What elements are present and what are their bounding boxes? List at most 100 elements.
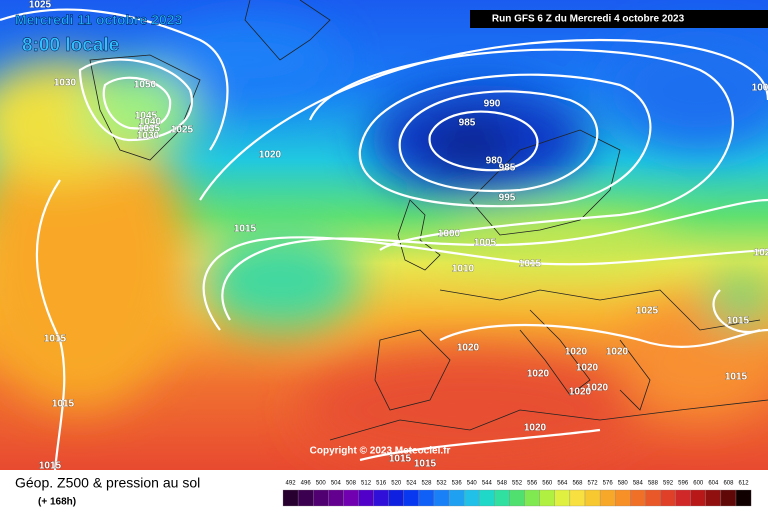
- scale-swatch: [433, 489, 450, 507]
- isobar-label: 1020: [606, 347, 629, 358]
- isobar-label: 995: [499, 193, 516, 204]
- isobar-label: 1050: [134, 80, 157, 91]
- scale-swatch: [554, 489, 571, 507]
- scale-label: 496: [301, 481, 312, 487]
- isobar-label: 1020: [576, 363, 599, 374]
- scale-label: 584: [633, 481, 644, 487]
- scale-label: 608: [723, 481, 734, 487]
- scale-label: 500: [316, 481, 327, 487]
- scale-label: 524: [406, 481, 417, 487]
- scale-label: 508: [346, 481, 357, 487]
- scale-label: 592: [663, 481, 674, 487]
- isobar-label: 1010: [452, 264, 475, 275]
- isobar-label: 1020: [524, 423, 547, 434]
- scale-swatch: [494, 489, 510, 507]
- scale-label: 564: [557, 481, 568, 487]
- scale-label: 544: [482, 481, 493, 487]
- scale-label: 532: [437, 481, 448, 487]
- scale-label: 504: [331, 481, 342, 487]
- field-shading: [0, 20, 768, 470]
- scale-swatch: [690, 489, 706, 507]
- scale-label: 552: [512, 481, 523, 487]
- scale-swatch: [735, 489, 752, 507]
- scale-swatch: [358, 489, 374, 507]
- forecast-date: Mercredi 11 octobre 2023: [15, 12, 183, 28]
- scale-label: 540: [467, 481, 478, 487]
- scale-swatch: [705, 489, 722, 507]
- isobar-label: 1020: [586, 383, 609, 394]
- isobar-label: 1015: [52, 399, 75, 410]
- scale-label: 536: [452, 481, 463, 487]
- isobar-label: 1020: [527, 369, 550, 380]
- isobar-label: 980: [486, 156, 503, 167]
- isobar-label: 1020: [569, 387, 592, 398]
- scale-swatch: [720, 489, 737, 507]
- isobar-label: 1015: [44, 334, 67, 345]
- scale-label: 516: [376, 481, 387, 487]
- run-box: [470, 10, 768, 28]
- scale-swatch: [569, 489, 586, 507]
- isobar-label: 1015: [519, 259, 542, 270]
- scale-swatch: [599, 489, 616, 507]
- scale-label: 520: [391, 481, 402, 487]
- scale-swatch: [388, 489, 404, 507]
- isobar-label: 1025: [29, 0, 52, 11]
- isobar-label: 1030: [54, 78, 77, 89]
- isobar-label: 990: [484, 99, 501, 110]
- copyright: Copyright © 2023 Meteociel.fr: [310, 446, 451, 457]
- scale-swatch: [539, 489, 555, 507]
- scale-label: 604: [708, 481, 719, 487]
- isobar-label: 1030: [137, 131, 160, 142]
- color-scale: 492 496 500 504 508 512 516 520 524 528 532 536 540 5…: [282, 481, 752, 507]
- scale-swatch: [448, 489, 465, 507]
- scale-label: 596: [678, 481, 689, 487]
- isobar-label: 1015: [725, 372, 748, 383]
- scale-label: 512: [361, 481, 372, 487]
- isobar-label: 100: [752, 83, 768, 94]
- scale-swatch: [584, 489, 601, 507]
- isobar-label: 1025: [636, 306, 659, 317]
- scale-swatch: [615, 489, 631, 507]
- isobar-label: 985: [459, 118, 476, 129]
- isobar-label: 1035: [138, 124, 161, 135]
- scale-label: 588: [648, 481, 659, 487]
- isobar-label: 1025: [171, 125, 194, 136]
- isobars: [0, 8, 768, 471]
- run-info: Run GFS 6 Z du Mercredi 4 octobre 2023: [492, 14, 685, 25]
- forecast-time: 8:00 locale: [22, 35, 119, 56]
- scale-swatch: [630, 489, 646, 507]
- scale-swatch: [660, 489, 676, 507]
- scale-swatch: [297, 489, 314, 507]
- isobar-label: 1020: [259, 150, 282, 161]
- isobar-label: 1000: [438, 229, 461, 240]
- isobar-label: 1015: [727, 316, 750, 327]
- isobar-label: 985: [499, 163, 516, 174]
- scale-swatch: [524, 489, 540, 507]
- isobar-label: 1020: [457, 343, 480, 354]
- scale-label: 556: [527, 481, 538, 487]
- scale-swatch: [479, 489, 495, 507]
- isobar-label: 1015: [414, 459, 437, 470]
- legend-title: Géop. Z500 & pression au sol: [15, 475, 200, 491]
- isobar-label: 1015: [389, 454, 412, 465]
- coastlines: [89, 0, 768, 441]
- scale-swatch: [418, 489, 435, 507]
- isobar-label: 1040: [139, 117, 162, 128]
- isobar-label: 1045: [135, 111, 158, 122]
- scale-label: 548: [497, 481, 508, 487]
- isobar-label: 1020: [565, 347, 588, 358]
- scale-label: 568: [572, 481, 583, 487]
- scale-swatch: [282, 489, 299, 507]
- scale-label: 572: [588, 481, 599, 487]
- scale-swatch: [464, 489, 480, 507]
- isobar-label: 102: [754, 248, 768, 259]
- isobar-label: 1015: [234, 224, 257, 235]
- scale-label: 528: [421, 481, 432, 487]
- scale-swatch: [645, 489, 661, 507]
- scale-swatch: [509, 489, 525, 507]
- scale-swatch: [343, 489, 359, 507]
- scale-swatch: [403, 489, 420, 507]
